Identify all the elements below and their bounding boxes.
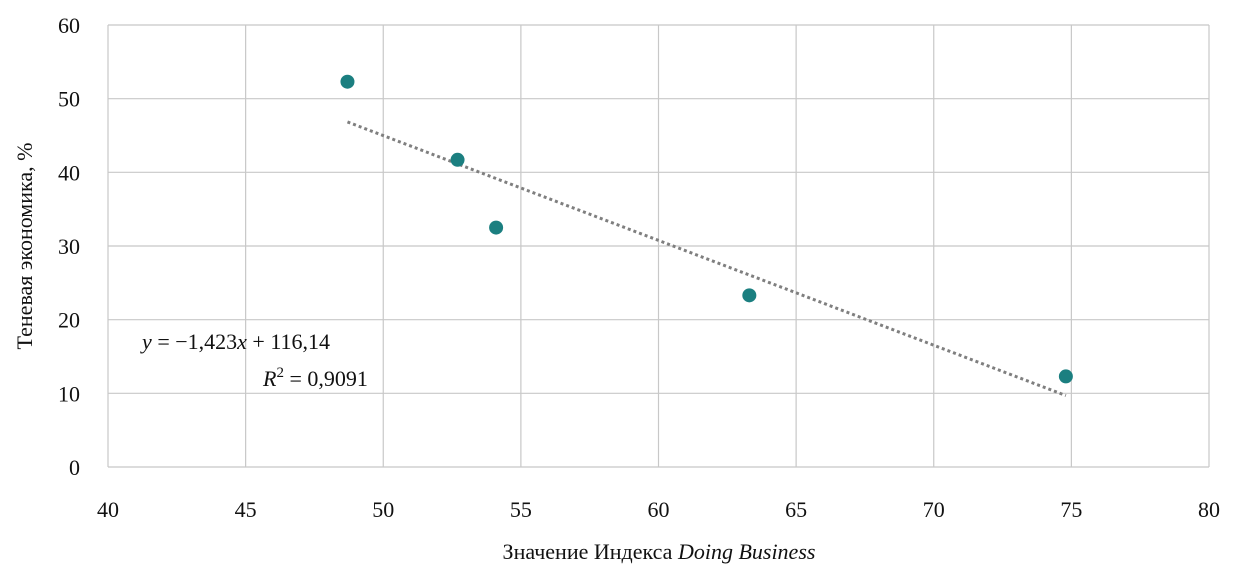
y-tick-label: 50 xyxy=(58,87,80,112)
trendline xyxy=(346,120,1067,397)
x-tick-label: 60 xyxy=(648,497,670,522)
y-axis-title: Теневая экономика, % xyxy=(12,143,37,350)
x-axis-title: Значение Индекса Doing Business xyxy=(503,539,816,564)
y-tick-label: 30 xyxy=(58,234,80,259)
x-axis-ticks: 40 45 50 55 60 65 70 75 80 xyxy=(97,497,1220,522)
y-tick-label: 40 xyxy=(58,160,80,185)
data-point xyxy=(489,220,504,235)
y-tick-label: 60 xyxy=(58,13,80,38)
y-tick-label: 10 xyxy=(58,381,80,406)
r-squared: R2 = 0,9091 xyxy=(262,365,368,391)
x-tick-label: 75 xyxy=(1060,497,1082,522)
data-points xyxy=(340,74,1073,384)
y-axis-ticks: 0 10 20 30 40 50 60 xyxy=(58,13,80,480)
y-tick-label: 20 xyxy=(58,308,80,333)
y-tick-label: 0 xyxy=(69,455,80,480)
x-tick-label: 45 xyxy=(235,497,257,522)
grid xyxy=(107,24,1210,468)
data-point xyxy=(742,288,757,303)
data-point xyxy=(340,74,355,89)
x-tick-label: 40 xyxy=(97,497,119,522)
data-point xyxy=(450,152,465,167)
data-point xyxy=(1058,369,1073,384)
x-tick-label: 55 xyxy=(510,497,532,522)
x-tick-label: 70 xyxy=(923,497,945,522)
trend-equation: y = −1,423x + 116,14 xyxy=(140,329,330,354)
x-tick-label: 50 xyxy=(372,497,394,522)
x-tick-label: 65 xyxy=(785,497,807,522)
x-tick-label: 80 xyxy=(1198,497,1220,522)
